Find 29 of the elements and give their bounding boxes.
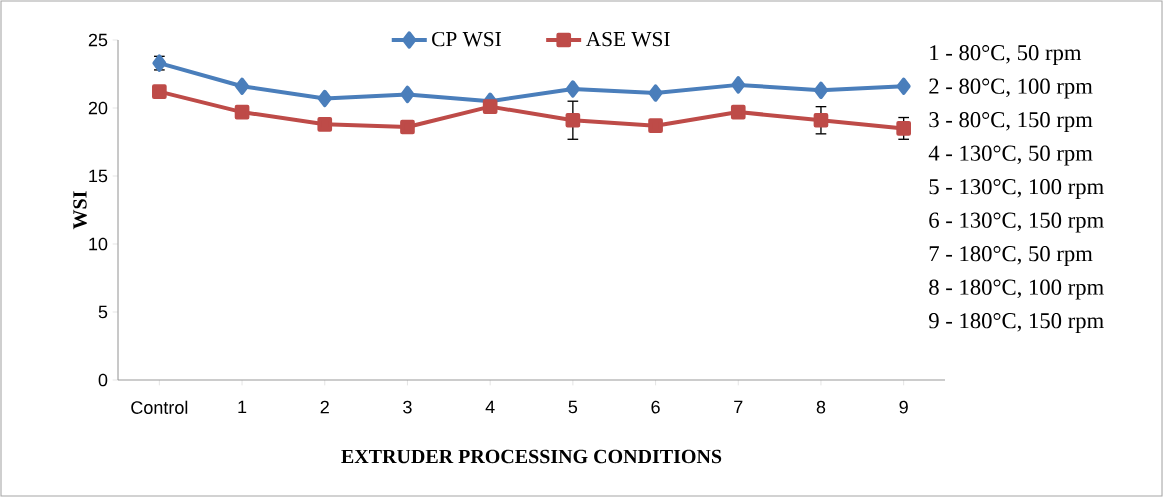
x-tick-label: 4: [485, 400, 495, 414]
y-tick-label: 0: [98, 373, 108, 387]
annotation: 9 - 180°C, 150 rpm: [929, 313, 1104, 333]
annotation: 1 - 80°C, 50 rpm: [930, 45, 1082, 65]
x-tick-label: 3: [403, 400, 412, 414]
y-tick-label: 20: [88, 101, 108, 115]
legend-label: ASE WSI: [585, 31, 670, 47]
y-axis-title: WSI: [73, 191, 87, 230]
y-tick-label: 15: [89, 169, 108, 183]
y-tick-label: 5: [98, 305, 108, 319]
annotation: 6 - 130°C, 150 rpm: [929, 212, 1104, 233]
annotation: 5 - 130°C, 100 rpm: [929, 179, 1104, 199]
x-tick-label: 7: [734, 400, 743, 414]
x-tick-label: 2: [320, 400, 329, 414]
annotation: 8 - 180°C, 100 rpm: [929, 279, 1104, 300]
y-tick-label: 10: [89, 237, 108, 251]
annotation: 4 - 130°C, 50 rpm: [928, 145, 1093, 166]
x-axis-title: EXTRUDER PROCESSING CONDITIONS: [341, 449, 722, 464]
annotation: 2 - 80°C, 100 rpm: [929, 78, 1093, 99]
annotation: 3 - 80°C, 150 rpm: [929, 112, 1093, 132]
x-tick-label: 9: [899, 400, 908, 414]
y-tick-label: 25: [88, 33, 108, 47]
x-tick-label: 5: [568, 400, 578, 414]
x-tick-label: Control: [131, 400, 188, 414]
legend-label: CP WSI: [432, 31, 501, 47]
annotation: 7 - 180°C, 50 rpm: [929, 246, 1093, 266]
x-tick-label: 1: [238, 400, 247, 414]
x-tick-label: 8: [816, 400, 826, 414]
x-tick-label: 6: [651, 400, 660, 414]
